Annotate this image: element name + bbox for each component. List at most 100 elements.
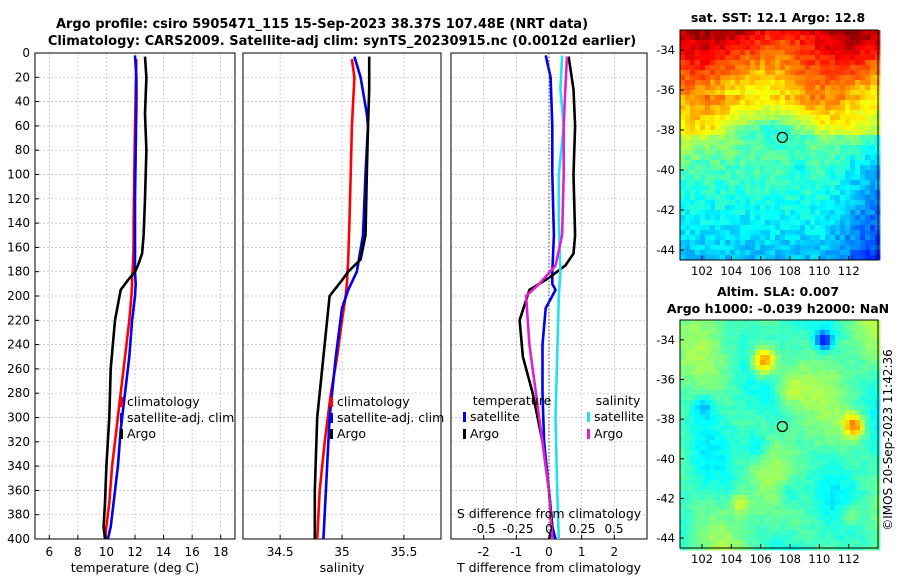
map-x-tick-label: 110 bbox=[808, 264, 830, 278]
series-line-climatology bbox=[315, 58, 356, 540]
legend-satellite-label: satellite-adj. clim bbox=[127, 410, 234, 425]
y-tick-label: 340 bbox=[7, 459, 30, 473]
y-tick-label: 140 bbox=[7, 216, 30, 230]
map-x-tick-label: 104 bbox=[720, 552, 742, 566]
top-tick-label: -0.25 bbox=[502, 522, 533, 536]
y-tick-label: 40 bbox=[15, 95, 30, 109]
map-x-tick-label: 108 bbox=[779, 264, 801, 278]
map-y-tick-label: -44 bbox=[656, 531, 675, 545]
map-y-tick-label: -34 bbox=[656, 333, 675, 347]
legend-climatology-swatch bbox=[120, 397, 123, 407]
legend-climatology-swatch bbox=[330, 397, 333, 407]
legend-climatology-label: climatology bbox=[337, 394, 410, 409]
series-line-salinity-satellite bbox=[554, 55, 566, 540]
legend-satellite-swatch bbox=[330, 413, 333, 423]
map-colour-field bbox=[680, 30, 881, 261]
y-tick-label: 200 bbox=[7, 289, 30, 303]
sla-map-title-line1: Altim. SLA: 0.007 bbox=[717, 284, 839, 299]
imos-credit: ©IMOS 20-Sep-2023 11:42:36 bbox=[881, 349, 895, 531]
legend-sal-argo-label: Argo bbox=[594, 426, 623, 441]
argo-float-marker bbox=[776, 420, 789, 433]
y-tick-label: 120 bbox=[7, 192, 30, 206]
sst-map-title: sat. SST: 12.1 Argo: 12.8 bbox=[691, 10, 865, 25]
legend-temp-satellite-swatch bbox=[463, 412, 466, 422]
y-tick-label: 240 bbox=[7, 338, 30, 352]
series-line-argo bbox=[313, 56, 371, 539]
top-axis-label: S difference from climatology bbox=[457, 506, 642, 521]
legend-satellite-label: satellite-adj. clim bbox=[337, 410, 444, 425]
y-tick-label: 260 bbox=[7, 362, 30, 376]
map-x-tick-label: 110 bbox=[808, 552, 830, 566]
map-y-tick-label: -42 bbox=[656, 491, 675, 505]
x-axis-label: T difference from climatology bbox=[456, 560, 642, 575]
map-y-tick-label: -42 bbox=[656, 203, 675, 217]
x-tick-label: -1 bbox=[510, 545, 522, 559]
map-y-tick-label: -40 bbox=[656, 452, 675, 466]
y-tick-label: 320 bbox=[7, 435, 30, 449]
sst-map: 102 104 106 108 110 112 -34 -36 -38 -40 -42 -44 bbox=[656, 29, 881, 278]
x-axis-label: salinity bbox=[320, 560, 365, 575]
x-tick-label: 10 bbox=[99, 545, 114, 559]
x-tick-label: 18 bbox=[213, 545, 228, 559]
y-tick-label: 400 bbox=[7, 532, 30, 546]
y-tick-label: 220 bbox=[7, 313, 30, 327]
map-y-tick-label: -36 bbox=[656, 83, 675, 97]
legend-climatology-label: climatology bbox=[127, 394, 200, 409]
top-tick-label: 0.25 bbox=[569, 522, 596, 536]
difference-profile-panel: -2 -1 0 1 2T difference from climatology temp… bbox=[450, 52, 648, 575]
legend-temp-satellite-label: satellite bbox=[470, 409, 520, 424]
map-frame bbox=[679, 319, 879, 549]
y-tick-label: 80 bbox=[15, 143, 30, 157]
legend-temp-argo-swatch bbox=[463, 429, 466, 439]
y-tick-label: 160 bbox=[7, 240, 30, 254]
x-axis-label: temperature (deg C) bbox=[71, 560, 200, 575]
series-line-salinity-argo bbox=[524, 56, 569, 540]
x-tick-label: 16 bbox=[185, 545, 200, 559]
x-tick-label: 35.5 bbox=[391, 545, 418, 559]
argo-float-marker bbox=[776, 131, 789, 144]
map-y-tick-label: -38 bbox=[656, 123, 675, 137]
legend-argo-label: Argo bbox=[127, 426, 156, 441]
legend-temp-argo-label: Argo bbox=[470, 426, 499, 441]
legend-salinity-title: salinity bbox=[596, 393, 641, 408]
legend-sal-satellite-swatch bbox=[587, 412, 590, 422]
legend-sal-argo-swatch bbox=[587, 429, 590, 439]
series-line-climatology bbox=[103, 59, 138, 540]
map-colour-field bbox=[680, 320, 881, 551]
legend-satellite-swatch bbox=[120, 413, 123, 423]
x-tick-label: 12 bbox=[127, 545, 142, 559]
y-tick-label: 60 bbox=[15, 119, 30, 133]
legend-argo-swatch bbox=[120, 429, 123, 439]
map-x-tick-label: 102 bbox=[691, 552, 713, 566]
temperature-profile-panel: 0 20 40 60 80 100 120 140 160 180 200 220 240 260 280 3… bbox=[7, 46, 236, 575]
map-x-tick-label: 106 bbox=[750, 264, 772, 278]
sla-map-title-line2: Argo h1000: -0.039 h2000: NaN bbox=[667, 301, 889, 316]
map-x-tick-label: 106 bbox=[750, 552, 772, 566]
map-x-tick-label: 108 bbox=[779, 552, 801, 566]
series-line-argo bbox=[102, 56, 148, 540]
y-tick-label: 100 bbox=[7, 168, 30, 182]
x-tick-label: 2 bbox=[611, 545, 619, 559]
x-tick-label: 0 bbox=[545, 545, 553, 559]
map-x-tick-label: 104 bbox=[720, 264, 742, 278]
map-x-tick-label: 102 bbox=[691, 264, 713, 278]
map-y-tick-label: -44 bbox=[656, 243, 675, 257]
map-frame bbox=[679, 29, 879, 261]
map-x-tick-label: 112 bbox=[838, 552, 860, 566]
map-y-tick-label: -40 bbox=[656, 163, 675, 177]
figure-title-line1: Argo profile: csiro 5905471_115 15-Sep-2… bbox=[56, 17, 588, 32]
sla-map: 102 104 106 108 110 112 -34 -36 -38 -40 -42 -44 bbox=[656, 319, 881, 566]
top-tick-label: -0.5 bbox=[472, 522, 495, 536]
legend-argo-label: Argo bbox=[337, 426, 366, 441]
top-tick-label: 0 bbox=[545, 522, 553, 536]
y-tick-label: 0 bbox=[22, 46, 30, 60]
salinity-profile-panel: 34.5 35 35.5 salinity climatologysatellite-a… bbox=[242, 52, 444, 575]
map-y-tick-label: -36 bbox=[656, 372, 675, 386]
map-y-tick-label: -34 bbox=[656, 43, 675, 57]
y-tick-label: 380 bbox=[7, 508, 30, 522]
y-tick-label: 20 bbox=[15, 70, 30, 84]
y-tick-label: 180 bbox=[7, 265, 30, 279]
x-tick-label: 14 bbox=[156, 545, 171, 559]
series-line-satellite-adj-clim bbox=[106, 55, 138, 540]
